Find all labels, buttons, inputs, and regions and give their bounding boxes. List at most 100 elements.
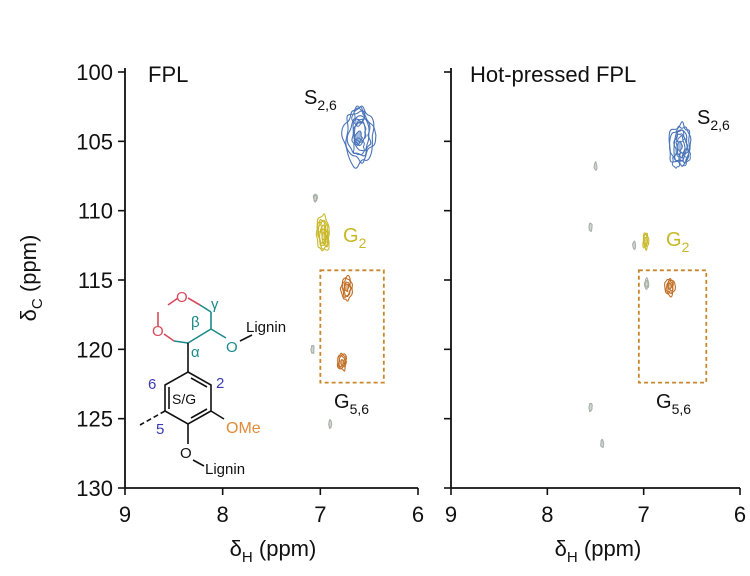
syringyl-peak — [668, 121, 692, 169]
contour-line — [341, 105, 375, 169]
contour-line — [642, 233, 648, 248]
right-x-axis-label-unit: (ppm) — [578, 536, 642, 561]
g56-peak — [664, 278, 676, 298]
contour-line — [588, 222, 593, 232]
contour-line — [352, 137, 365, 156]
contour-line — [678, 152, 688, 167]
left-panel: FPL — [124, 62, 418, 489]
right-panel-title: Hot-pressed FPL — [470, 62, 636, 87]
side-lignin-label: Lignin — [246, 319, 286, 336]
left-g2-label-main: G — [343, 225, 359, 247]
right-x-axis-label-sub: H — [567, 549, 578, 566]
contour-line — [593, 161, 598, 171]
left-g56-label-sub: 5,6 — [350, 401, 370, 417]
x-tick-label: 6 — [412, 502, 424, 527]
structure-labels: O O γ β α O Lignin S/G 6 2 5 OMe O Ligni… — [148, 289, 286, 478]
artifact-peak — [632, 240, 637, 250]
contour-line — [669, 125, 692, 164]
aromatic-ring — [164, 343, 225, 467]
contour-line — [644, 236, 649, 246]
right-s26-label-main: S — [697, 107, 710, 129]
contour-line — [315, 213, 330, 252]
left-g2-label-sub: 2 — [359, 235, 367, 251]
alpha-label: α — [191, 344, 200, 361]
y-tick-label: 130 — [76, 476, 113, 501]
right-g56-label-main: G — [656, 391, 672, 413]
y-axis-label-main: δ — [16, 309, 41, 321]
left-s26-label-sub: 2,6 — [317, 97, 337, 113]
guaiacyl-peak — [315, 213, 330, 252]
contour-line — [676, 140, 683, 152]
y-axis-label-unit: (ppm) — [16, 235, 41, 299]
syringyl-peak — [341, 105, 377, 169]
contour-line — [340, 359, 345, 367]
left-x-axis-label-unit: (ppm) — [253, 536, 317, 561]
contour-line — [339, 274, 353, 302]
artifact-peak — [588, 222, 593, 232]
y-axis-label: δC (ppm) — [16, 235, 46, 322]
position-5-label: 5 — [156, 421, 164, 438]
x-tick-label: 6 — [734, 502, 746, 527]
artifact-peak — [593, 161, 598, 171]
left-panel-title: FPL — [148, 62, 188, 87]
position-2-label: 2 — [216, 375, 224, 392]
y-axis-label-sub: C — [29, 298, 46, 309]
left-x-axis-label-main: δ — [230, 536, 242, 561]
dioxane-ring-chain-bonds — [173, 304, 227, 344]
left-g56-label-main: G — [334, 391, 350, 413]
contour-line — [323, 235, 330, 248]
x-tick-label: 8 — [541, 502, 553, 527]
contour-line — [319, 224, 327, 244]
g56-peak — [336, 352, 347, 372]
contour-line — [341, 277, 353, 298]
contour-line — [600, 438, 605, 448]
contour-line — [316, 221, 322, 234]
artifact-peak — [643, 277, 650, 290]
contour-line — [310, 344, 315, 355]
contour-line — [344, 282, 350, 293]
left-plot-area — [310, 105, 385, 430]
contour-line — [336, 352, 347, 372]
left-x-axis-label: δH (ppm) — [230, 536, 317, 566]
right-s26-label-sub: 2,6 — [710, 117, 730, 133]
right-x-axis-label: δH (ppm) — [555, 536, 642, 566]
guaiacyl-peak — [642, 232, 650, 251]
artifact-peak — [588, 402, 593, 413]
contour-line — [664, 278, 676, 298]
lignin-structure — [139, 297, 253, 467]
contour-line — [673, 133, 689, 159]
right-plot-area — [588, 121, 708, 448]
g56-highlight-box — [319, 269, 385, 384]
y-tick-label: 120 — [76, 337, 113, 362]
contour-line — [675, 129, 686, 143]
x-tick-label: 8 — [217, 502, 229, 527]
right-g2-label-sub: 2 — [682, 239, 690, 255]
side-ether-bond — [239, 334, 253, 342]
left-x-axis-label-sub: H — [242, 549, 253, 566]
x-tick-label: 9 — [445, 502, 457, 527]
y-tick-label: 100 — [76, 60, 113, 85]
artifact-peak — [328, 419, 333, 430]
left-g56-label: G5,6 — [334, 391, 369, 417]
contour-line — [351, 105, 366, 127]
methoxy-label: OMe — [226, 420, 261, 437]
y-tick-label: 105 — [76, 129, 113, 154]
y-axis-ticks: 100 105 110 115 120 125 130 — [76, 60, 451, 501]
right-g56-label: G5,6 — [656, 391, 691, 417]
dioxane-ring-oxygen-bonds — [157, 297, 201, 342]
artifact-peak — [310, 344, 315, 355]
contour-line — [681, 148, 692, 164]
contour-line — [337, 353, 347, 369]
right-g2-label: G2 — [666, 229, 690, 255]
y-tick-label: 125 — [76, 407, 113, 432]
right-g2-label-main: G — [666, 229, 682, 251]
x-tick-label: 9 — [119, 502, 131, 527]
contour-line — [324, 224, 330, 237]
contour-line — [667, 282, 673, 291]
contour-line — [632, 240, 637, 250]
position-6-label: 6 — [148, 376, 156, 393]
right-s26-label: S2,6 — [697, 107, 730, 133]
x-tick-label: 7 — [314, 502, 326, 527]
x-tick-label: 7 — [638, 502, 650, 527]
